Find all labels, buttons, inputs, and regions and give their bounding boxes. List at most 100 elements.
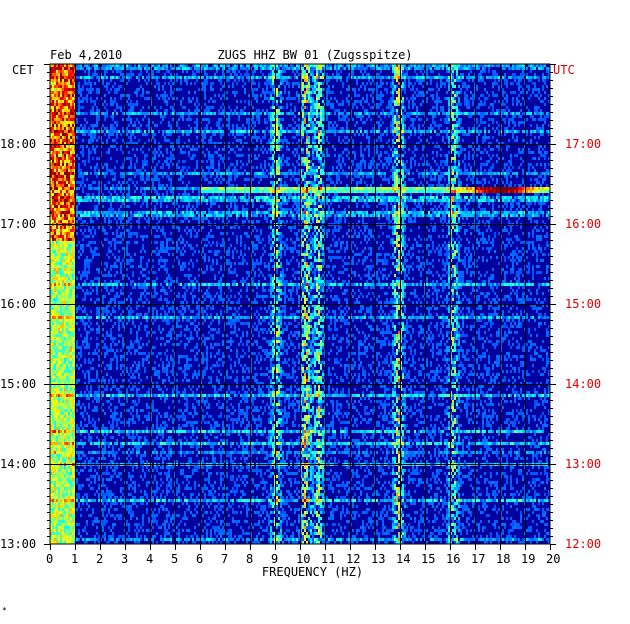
heatmap-cell bbox=[254, 76, 256, 79]
heatmap-cell bbox=[434, 112, 436, 115]
heatmap-cell bbox=[292, 64, 294, 67]
heatmap-cell bbox=[86, 88, 88, 91]
heatmap-cell bbox=[542, 85, 544, 88]
heatmap-cell bbox=[390, 91, 392, 94]
heatmap-cell bbox=[504, 79, 506, 82]
heatmap-cell bbox=[56, 151, 58, 154]
heatmap-cell bbox=[408, 178, 410, 181]
heatmap-cell bbox=[304, 115, 306, 118]
heatmap-cell bbox=[58, 142, 60, 145]
heatmap-cell bbox=[220, 172, 222, 175]
heatmap-cell bbox=[392, 112, 394, 115]
heatmap-cell bbox=[60, 76, 62, 79]
heatmap-cell bbox=[348, 85, 350, 88]
heatmap-cell bbox=[278, 112, 280, 115]
heatmap-cell bbox=[142, 118, 144, 121]
heatmap-cell bbox=[154, 124, 156, 127]
heatmap-cell bbox=[66, 91, 68, 94]
heatmap-cell bbox=[462, 85, 464, 88]
heatmap-cell bbox=[318, 106, 320, 109]
heatmap-cell bbox=[468, 73, 470, 76]
heatmap-cell bbox=[368, 142, 370, 145]
heatmap-cell bbox=[214, 133, 216, 136]
heatmap-cell bbox=[380, 79, 382, 82]
heatmap-cell bbox=[338, 163, 340, 166]
heatmap-cell bbox=[544, 166, 546, 169]
heatmap-cell bbox=[422, 184, 424, 187]
heatmap-cell bbox=[458, 85, 460, 88]
heatmap-cell bbox=[262, 175, 264, 178]
heatmap-cell bbox=[182, 175, 184, 178]
heatmap-cell bbox=[292, 70, 294, 73]
heatmap-cell bbox=[94, 100, 96, 103]
heatmap-cell bbox=[88, 91, 90, 94]
heatmap-cell bbox=[210, 157, 212, 160]
heatmap-cell bbox=[516, 130, 518, 133]
heatmap-cell bbox=[326, 112, 328, 115]
heatmap-cell bbox=[418, 130, 420, 133]
heatmap-cell bbox=[296, 91, 298, 94]
heatmap-cell bbox=[348, 100, 350, 103]
heatmap-cell bbox=[308, 124, 310, 127]
heatmap-cell bbox=[352, 70, 354, 73]
heatmap-cell bbox=[98, 172, 100, 175]
heatmap-cell bbox=[60, 124, 62, 127]
heatmap-cell bbox=[292, 142, 294, 145]
heatmap-cell bbox=[310, 166, 312, 169]
heatmap-cell bbox=[412, 94, 414, 97]
heatmap-cell bbox=[448, 172, 450, 175]
heatmap-cell bbox=[470, 91, 472, 94]
heatmap-cell bbox=[264, 166, 266, 169]
heatmap-cell bbox=[394, 169, 396, 172]
heatmap-cell bbox=[56, 85, 58, 88]
heatmap-cell bbox=[376, 85, 378, 88]
heatmap-cell bbox=[56, 82, 58, 85]
heatmap-cell bbox=[256, 94, 258, 97]
heatmap-cell bbox=[484, 130, 486, 133]
heatmap-cell bbox=[346, 88, 348, 91]
heatmap-cell bbox=[356, 184, 358, 187]
heatmap-cell bbox=[112, 70, 114, 73]
heatmap-cell bbox=[506, 178, 508, 181]
heatmap-cell bbox=[480, 157, 482, 160]
heatmap-cell bbox=[294, 97, 296, 100]
heatmap-cell bbox=[264, 112, 266, 115]
heatmap-cell bbox=[82, 139, 84, 142]
heatmap-cell bbox=[98, 79, 100, 82]
heatmap-cell bbox=[376, 88, 378, 91]
heatmap-cell bbox=[260, 142, 262, 145]
heatmap-cell bbox=[58, 70, 60, 73]
heatmap-cell bbox=[220, 154, 222, 157]
heatmap-cell bbox=[86, 178, 88, 181]
heatmap-cell bbox=[490, 64, 492, 67]
heatmap-cell bbox=[426, 64, 428, 67]
heatmap-cell bbox=[152, 136, 154, 139]
heatmap-cell bbox=[490, 175, 492, 178]
heatmap-cell bbox=[82, 172, 84, 175]
heatmap-cell bbox=[140, 94, 142, 97]
heatmap-cell bbox=[470, 76, 472, 79]
heatmap-cell bbox=[132, 103, 134, 106]
heatmap-cell bbox=[60, 163, 62, 166]
heatmap-cell bbox=[230, 67, 232, 70]
heatmap-cell bbox=[156, 82, 158, 85]
heatmap-cell bbox=[536, 130, 538, 133]
heatmap-cell bbox=[452, 100, 454, 103]
heatmap-cell bbox=[348, 166, 350, 169]
heatmap-cell bbox=[522, 64, 524, 67]
heatmap-cell bbox=[362, 175, 364, 178]
heatmap-cell bbox=[66, 166, 68, 169]
heatmap-cell bbox=[436, 163, 438, 166]
heatmap-cell bbox=[388, 181, 390, 184]
heatmap-cell bbox=[56, 145, 58, 148]
heatmap-cell bbox=[204, 175, 206, 178]
heatmap-cell bbox=[96, 115, 98, 118]
heatmap-cell bbox=[280, 127, 282, 130]
heatmap-cell bbox=[482, 94, 484, 97]
heatmap-cell bbox=[430, 79, 432, 82]
heatmap-cell bbox=[90, 136, 92, 139]
heatmap-cell bbox=[462, 127, 464, 130]
heatmap-cell bbox=[84, 184, 86, 187]
heatmap-cell bbox=[206, 118, 208, 121]
heatmap-cell bbox=[140, 172, 142, 175]
